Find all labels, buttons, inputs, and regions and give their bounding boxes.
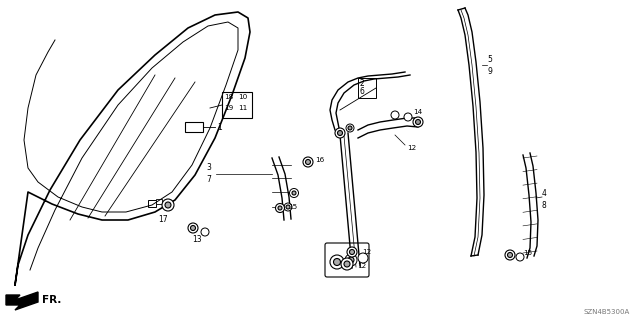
Circle shape: [337, 131, 342, 135]
Text: 16: 16: [315, 157, 324, 163]
Circle shape: [335, 128, 345, 138]
Circle shape: [341, 258, 353, 270]
Circle shape: [278, 206, 282, 210]
Circle shape: [391, 111, 399, 119]
Text: 7: 7: [206, 175, 211, 185]
Text: 17: 17: [158, 215, 168, 225]
Circle shape: [348, 257, 354, 263]
Text: 6: 6: [360, 87, 365, 97]
Circle shape: [165, 202, 171, 208]
FancyBboxPatch shape: [358, 78, 376, 98]
Circle shape: [516, 253, 524, 261]
Circle shape: [191, 226, 195, 230]
Text: FR.: FR.: [42, 295, 61, 305]
Text: 2: 2: [360, 78, 365, 87]
Circle shape: [413, 117, 423, 127]
Text: 8: 8: [542, 201, 547, 210]
Text: SZN4B5300A: SZN4B5300A: [584, 309, 630, 315]
Circle shape: [333, 259, 340, 266]
Text: 3: 3: [206, 164, 211, 172]
Circle shape: [286, 205, 290, 209]
Text: 12: 12: [362, 249, 371, 255]
Circle shape: [201, 228, 209, 236]
Circle shape: [349, 250, 355, 254]
Circle shape: [344, 261, 350, 267]
Circle shape: [330, 255, 344, 269]
Circle shape: [348, 126, 352, 130]
FancyBboxPatch shape: [156, 199, 162, 204]
Circle shape: [275, 204, 285, 212]
Circle shape: [347, 247, 357, 257]
FancyBboxPatch shape: [148, 200, 156, 207]
Polygon shape: [6, 292, 38, 310]
Circle shape: [289, 188, 298, 197]
Circle shape: [305, 159, 310, 164]
Circle shape: [292, 191, 296, 195]
Circle shape: [404, 113, 412, 121]
Text: 12: 12: [407, 145, 416, 151]
Text: 11: 11: [238, 105, 247, 111]
Text: 9: 9: [487, 68, 492, 76]
Circle shape: [345, 254, 357, 266]
Circle shape: [284, 203, 292, 211]
Circle shape: [303, 157, 313, 167]
Text: 15: 15: [288, 204, 297, 210]
Text: 19: 19: [224, 105, 233, 111]
Text: 10: 10: [238, 94, 247, 100]
Text: 15: 15: [523, 250, 532, 256]
FancyBboxPatch shape: [325, 243, 369, 277]
Circle shape: [415, 119, 420, 124]
Circle shape: [346, 124, 354, 132]
Circle shape: [358, 253, 368, 263]
Circle shape: [505, 250, 515, 260]
Text: 13: 13: [192, 236, 202, 244]
Circle shape: [508, 252, 513, 258]
Circle shape: [162, 199, 174, 211]
Text: 4: 4: [542, 188, 547, 197]
FancyBboxPatch shape: [185, 122, 203, 132]
Text: 5: 5: [487, 55, 492, 65]
Circle shape: [188, 223, 198, 233]
FancyBboxPatch shape: [222, 92, 252, 118]
Text: 1: 1: [217, 123, 221, 132]
Text: 12: 12: [357, 263, 366, 269]
Text: 18: 18: [224, 94, 233, 100]
Text: 14: 14: [413, 109, 422, 115]
